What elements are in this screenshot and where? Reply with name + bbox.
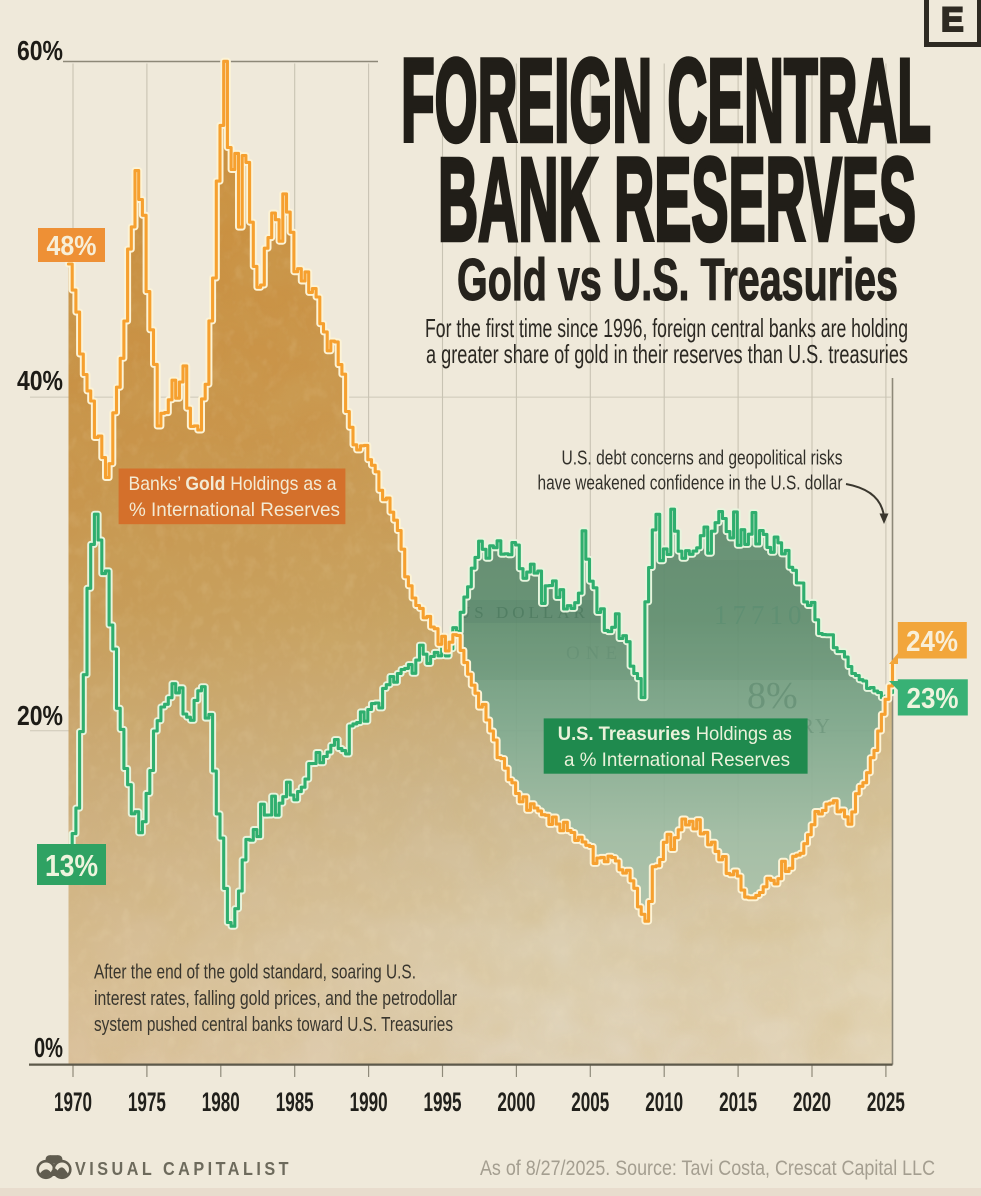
svg-text:2025: 2025 (867, 1087, 905, 1117)
svg-text:After the end of the gold stan: After the end of the gold standard, soar… (94, 962, 416, 984)
svg-text:ONE: ONE (566, 643, 623, 664)
svg-text:2010: 2010 (645, 1087, 683, 1117)
svg-text:17710: 17710 (714, 600, 807, 630)
svg-text:40%: 40% (17, 365, 63, 396)
svg-text:60%: 60% (17, 35, 63, 66)
svg-text:system pushed central banks to: system pushed central banks toward U.S. … (94, 1014, 453, 1036)
svg-text:For the first time since 1996,: For the first time since 1996, foreign c… (425, 313, 908, 343)
svg-text:Banks’ Gold Holdings as a: Banks’ Gold Holdings as a (129, 473, 337, 495)
svg-text:1990: 1990 (350, 1087, 388, 1117)
svg-text:0%: 0% (34, 1032, 63, 1063)
svg-text:2000: 2000 (497, 1087, 535, 1117)
svg-text:VISUAL CAPITALIST: VISUAL CAPITALIST (75, 1158, 292, 1179)
svg-text:2015: 2015 (719, 1087, 757, 1117)
svg-text:23%: 23% (907, 683, 959, 715)
svg-text:Gold vs U.S. Treasuries: Gold vs U.S. Treasuries (457, 247, 898, 313)
svg-text:E: E (941, 1, 964, 39)
svg-text:% International Reserves: % International Reserves (129, 499, 340, 521)
svg-text:U.S. debt concerns and geopoli: U.S. debt concerns and geopolitical risk… (562, 448, 843, 470)
svg-text:a % International Reserves: a % International Reserves (564, 749, 790, 771)
svg-text:1975: 1975 (128, 1087, 166, 1117)
svg-text:1995: 1995 (424, 1087, 462, 1117)
svg-text:As of 8/27/2025. Source: Tavi: As of 8/27/2025. Source: Tavi Costa, Cre… (480, 1157, 935, 1180)
svg-text:1980: 1980 (202, 1087, 240, 1117)
svg-text:a greater share of gold in the: a greater share of gold in their reserve… (426, 339, 908, 369)
svg-text:1970: 1970 (54, 1087, 92, 1117)
svg-text:FOREIGN CENTRAL: FOREIGN CENTRAL (401, 35, 931, 166)
svg-text:24%: 24% (906, 626, 958, 658)
svg-text:8%: 8% (747, 675, 798, 717)
svg-text:US DOLLAR: US DOLLAR (458, 603, 589, 622)
svg-text:48%: 48% (47, 230, 97, 261)
svg-text:2020: 2020 (793, 1087, 831, 1117)
svg-text:13%: 13% (45, 848, 98, 883)
svg-text:U.S. Treasuries Holdings as: U.S. Treasuries Holdings as (558, 723, 792, 745)
svg-text:interest rates, falling gold p: interest rates, falling gold prices, and… (94, 988, 457, 1010)
svg-text:have weakened confidence in th: have weakened confidence in the U.S. dol… (538, 473, 843, 495)
svg-text:20%: 20% (17, 700, 63, 731)
svg-text:2005: 2005 (571, 1087, 609, 1117)
svg-text:BANK RESERVES: BANK RESERVES (438, 134, 916, 265)
svg-text:1985: 1985 (276, 1087, 314, 1117)
